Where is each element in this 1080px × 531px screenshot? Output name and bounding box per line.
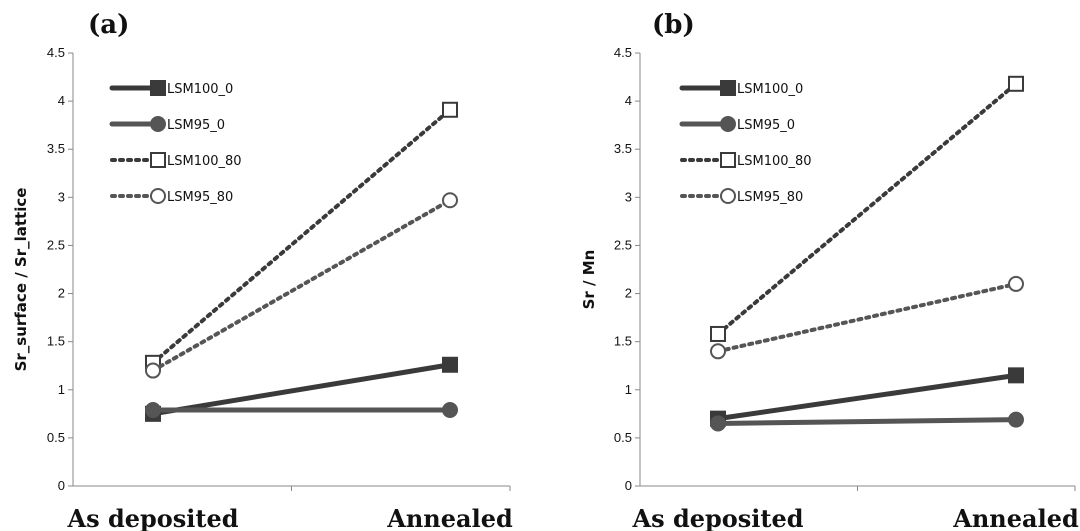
y-tick-label: 0 bbox=[625, 478, 632, 493]
y-tick-label: 2 bbox=[625, 286, 632, 301]
legend-label: LSM95_0 bbox=[737, 118, 795, 133]
data-point bbox=[145, 401, 161, 418]
data-point bbox=[442, 356, 458, 373]
y-tick-label: 4.5 bbox=[47, 45, 65, 60]
legend-entry: LSM100_0 bbox=[679, 80, 803, 97]
y-tick-label: 4.5 bbox=[614, 45, 632, 60]
series-line bbox=[150, 362, 453, 417]
y-tick-label: 1.5 bbox=[47, 334, 65, 349]
data-point bbox=[442, 401, 458, 418]
series-LSM100_80 bbox=[710, 75, 1024, 342]
chart-panel-2: (b) 0 0.5 1 1.5 2 2.5 3 3.5 4 4.5 As deposited Annea… bbox=[580, 10, 1079, 531]
legend-entry: LSM95_0 bbox=[109, 116, 225, 133]
series-LSM100_0 bbox=[710, 367, 1024, 427]
legend-entry: LSM95_80 bbox=[680, 188, 803, 205]
data-point bbox=[1008, 275, 1024, 292]
legend-entry: LSM95_80 bbox=[110, 188, 233, 205]
legend-marker bbox=[720, 188, 736, 204]
legend-marker bbox=[150, 188, 166, 204]
y-tick-label: 2.5 bbox=[47, 237, 65, 252]
legend-label: LSM100_80 bbox=[167, 154, 242, 169]
legend-entry: LSM100_0 bbox=[109, 80, 233, 97]
legend-entry: LSM100_80 bbox=[680, 152, 812, 169]
panel-label: (b) bbox=[652, 10, 695, 40]
data-point bbox=[710, 415, 726, 432]
data-point bbox=[442, 192, 458, 209]
chart-panel-1: (a) 0 0.5 1 1.5 2 2.5 3 3.5 4 4.5 As deposited Annea… bbox=[12, 10, 513, 531]
data-point bbox=[710, 325, 726, 342]
y-tick-label: 2.5 bbox=[614, 237, 632, 252]
legend-label: LSM100_0 bbox=[167, 82, 233, 97]
y-tick-label: 3.5 bbox=[47, 141, 65, 156]
legend-marker bbox=[720, 80, 736, 96]
y-tick-label: 3 bbox=[625, 189, 632, 204]
series-LSM100_80 bbox=[145, 101, 458, 371]
y-tick-label: 0.5 bbox=[47, 430, 65, 445]
data-point bbox=[145, 362, 161, 379]
legend-label: LSM95_80 bbox=[167, 190, 233, 205]
y-tick-label: 1.5 bbox=[614, 334, 632, 349]
y-tick-label: 1 bbox=[625, 382, 632, 397]
series-LSM95_80 bbox=[710, 275, 1024, 360]
data-point bbox=[710, 343, 726, 360]
series-line bbox=[716, 81, 1018, 336]
data-point bbox=[1008, 75, 1024, 92]
series-LSM95_0 bbox=[710, 411, 1024, 432]
legend-marker bbox=[720, 116, 736, 132]
y-axis-label: Sr_surface / Sr_lattice bbox=[12, 188, 30, 372]
y-tick-label: 0 bbox=[58, 478, 65, 493]
data-point bbox=[1008, 411, 1024, 428]
x-category-label: As deposited bbox=[631, 504, 803, 531]
legend-marker bbox=[150, 152, 166, 168]
legend-label: LSM100_80 bbox=[737, 154, 812, 169]
series-LSM95_0 bbox=[145, 401, 458, 418]
y-tick-label: 4 bbox=[58, 93, 65, 108]
legend-label: LSM95_0 bbox=[167, 118, 225, 133]
y-tick-label: 3 bbox=[58, 189, 65, 204]
y-tick-label: 1 bbox=[58, 382, 65, 397]
data-point bbox=[442, 101, 458, 118]
series-line bbox=[715, 417, 1019, 426]
y-tick-label: 0.5 bbox=[614, 430, 632, 445]
y-tick-label: 4 bbox=[625, 93, 632, 108]
data-point bbox=[1008, 367, 1024, 384]
series-line bbox=[151, 198, 452, 373]
legend-entry: LSM95_0 bbox=[679, 116, 795, 133]
legend-entry: LSM100_80 bbox=[110, 152, 242, 169]
y-tick-label: 2 bbox=[58, 286, 65, 301]
series-LSM95_80 bbox=[145, 192, 458, 379]
y-axis-label: Sr / Mn bbox=[580, 250, 598, 310]
legend-marker bbox=[720, 152, 736, 168]
legend-label: LSM100_0 bbox=[737, 82, 803, 97]
series-line bbox=[715, 372, 1019, 422]
series-line bbox=[151, 107, 452, 365]
legend-marker bbox=[150, 80, 166, 96]
series-line bbox=[716, 281, 1018, 354]
x-category-label: Annealed bbox=[952, 504, 1079, 531]
x-category-label: As deposited bbox=[66, 504, 238, 531]
legend-marker bbox=[150, 116, 166, 132]
panel-label: (a) bbox=[88, 10, 129, 40]
legend-label: LSM95_80 bbox=[737, 190, 803, 205]
y-tick-label: 3.5 bbox=[614, 141, 632, 156]
x-category-label: Annealed bbox=[386, 504, 513, 531]
